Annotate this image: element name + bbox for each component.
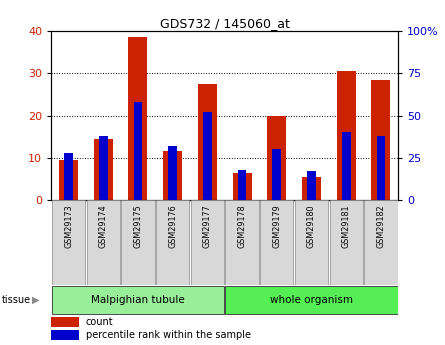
- Bar: [94, 139, 113, 200]
- Bar: [156, 200, 189, 285]
- Bar: [163, 151, 182, 200]
- Bar: [168, 146, 177, 200]
- Bar: [51, 331, 79, 340]
- Bar: [372, 80, 390, 200]
- Bar: [52, 200, 85, 285]
- Text: GSM29182: GSM29182: [376, 204, 385, 248]
- Bar: [129, 37, 147, 200]
- Bar: [51, 317, 79, 327]
- Bar: [226, 200, 259, 285]
- Text: GSM29177: GSM29177: [203, 204, 212, 248]
- Bar: [64, 153, 73, 200]
- Bar: [330, 200, 363, 285]
- Bar: [342, 132, 351, 200]
- Bar: [134, 102, 142, 200]
- Bar: [267, 116, 286, 200]
- Bar: [302, 177, 321, 200]
- Bar: [87, 200, 120, 285]
- Text: GSM29173: GSM29173: [64, 204, 73, 248]
- Text: GSM29175: GSM29175: [134, 204, 142, 248]
- Bar: [99, 136, 108, 200]
- Text: GSM29176: GSM29176: [168, 204, 177, 248]
- Text: whole organism: whole organism: [270, 295, 353, 305]
- Bar: [226, 286, 397, 314]
- Bar: [260, 200, 293, 285]
- Text: GSM29179: GSM29179: [272, 204, 281, 248]
- Text: ▶: ▶: [32, 295, 40, 305]
- Bar: [238, 170, 247, 200]
- Bar: [376, 136, 385, 200]
- Text: GSM29178: GSM29178: [238, 204, 247, 248]
- Text: count: count: [86, 317, 113, 327]
- Text: GSM29174: GSM29174: [99, 204, 108, 248]
- Text: percentile rank within the sample: percentile rank within the sample: [86, 331, 251, 340]
- Bar: [203, 112, 212, 200]
- Bar: [295, 200, 328, 285]
- Text: tissue: tissue: [2, 295, 31, 305]
- Bar: [121, 200, 154, 285]
- Bar: [337, 71, 356, 200]
- Bar: [364, 200, 397, 285]
- Text: GSM29181: GSM29181: [342, 204, 351, 248]
- Bar: [52, 286, 224, 314]
- Bar: [59, 160, 78, 200]
- Text: Malpighian tubule: Malpighian tubule: [91, 295, 185, 305]
- Bar: [272, 149, 281, 200]
- Bar: [198, 84, 217, 200]
- Text: GSM29180: GSM29180: [307, 204, 316, 248]
- Bar: [307, 171, 316, 200]
- Title: GDS732 / 145060_at: GDS732 / 145060_at: [160, 17, 290, 30]
- Bar: [191, 200, 224, 285]
- Bar: [233, 172, 251, 200]
